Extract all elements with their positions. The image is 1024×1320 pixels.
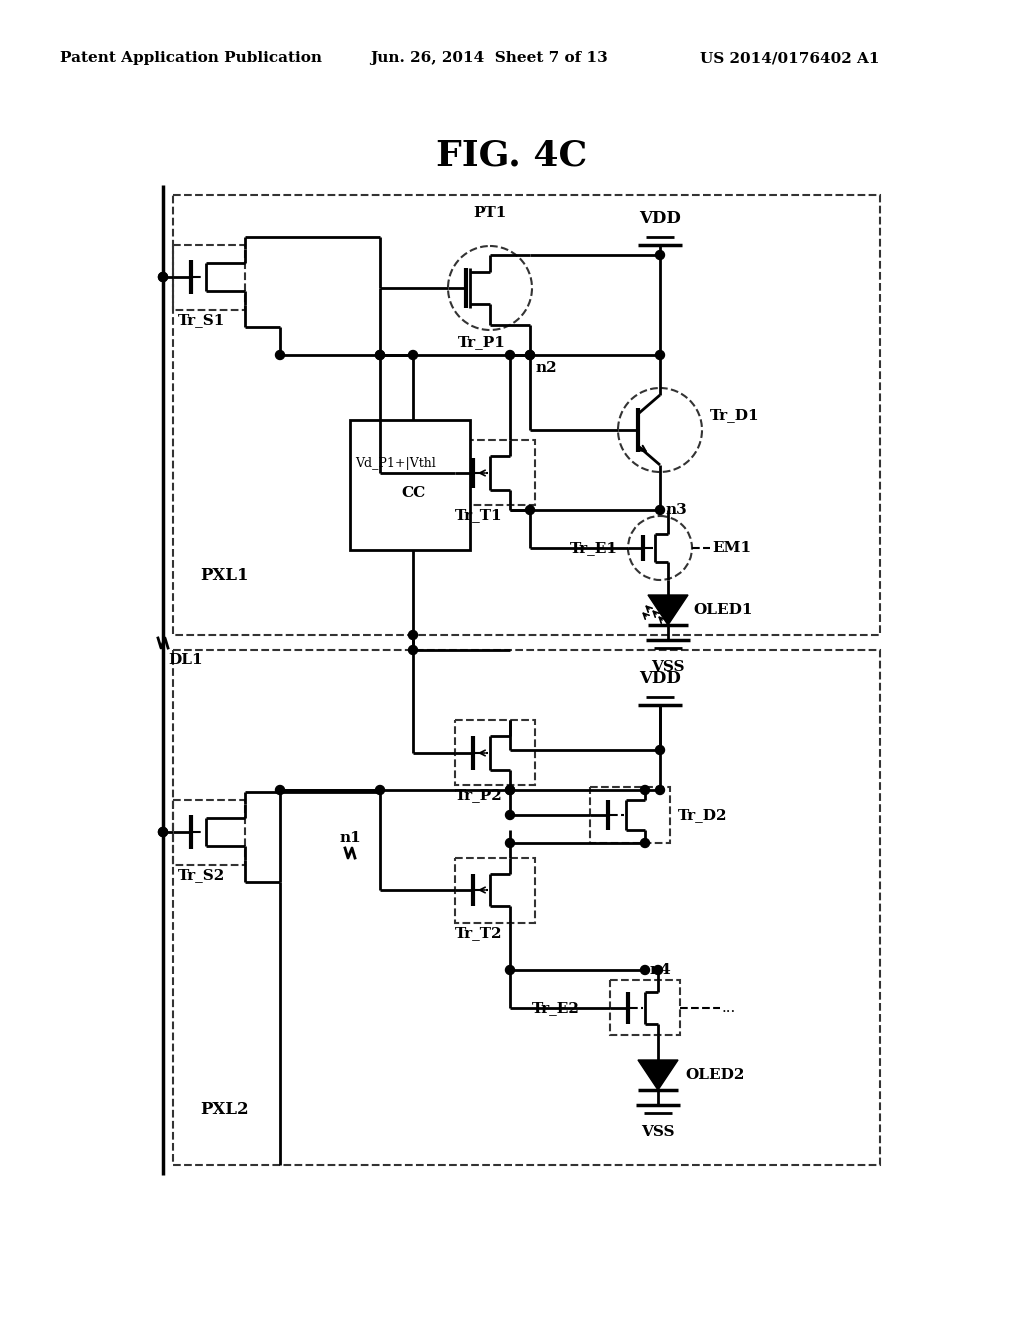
Circle shape	[409, 645, 418, 655]
Text: Tr_E1: Tr_E1	[570, 541, 618, 554]
Text: VSS: VSS	[641, 1125, 675, 1139]
Text: ...: ...	[722, 1001, 736, 1015]
Text: Tr_P2: Tr_P2	[455, 788, 503, 803]
Circle shape	[506, 810, 514, 820]
Circle shape	[275, 351, 285, 359]
Circle shape	[159, 272, 168, 281]
Text: n4: n4	[650, 964, 672, 977]
Bar	[455, 719, 535, 785]
Circle shape	[655, 251, 665, 260]
Circle shape	[506, 351, 514, 359]
Circle shape	[655, 351, 665, 359]
Circle shape	[655, 746, 665, 755]
Text: FIG. 4C: FIG. 4C	[436, 139, 588, 172]
Text: VDD: VDD	[639, 671, 681, 686]
Text: US 2014/0176402 A1: US 2014/0176402 A1	[700, 51, 880, 65]
Circle shape	[655, 785, 665, 795]
Text: Jun. 26, 2014  Sheet 7 of 13: Jun. 26, 2014 Sheet 7 of 13	[370, 51, 608, 65]
Text: EM1: EM1	[712, 541, 752, 554]
Circle shape	[275, 785, 285, 795]
Text: OLED2: OLED2	[685, 1068, 744, 1082]
Circle shape	[376, 785, 384, 795]
Circle shape	[525, 506, 535, 515]
Bar	[173, 649, 880, 1166]
Circle shape	[640, 785, 649, 795]
Text: Tr_P1: Tr_P1	[458, 335, 506, 348]
Circle shape	[376, 351, 384, 359]
Text: CC: CC	[400, 486, 425, 500]
Circle shape	[525, 351, 535, 359]
Text: Tr_D1: Tr_D1	[710, 408, 760, 422]
Text: Vd_P1+|Vthl: Vd_P1+|Vthl	[355, 457, 436, 470]
Text: DL1: DL1	[168, 653, 203, 667]
Text: Patent Application Publication: Patent Application Publication	[60, 51, 322, 65]
Text: n1: n1	[340, 832, 361, 845]
Text: Tr_E2: Tr_E2	[532, 1001, 580, 1015]
Text: PXL1: PXL1	[200, 566, 249, 583]
Text: n2: n2	[536, 360, 558, 375]
Bar	[455, 440, 535, 506]
Text: PXL2: PXL2	[200, 1101, 249, 1118]
Circle shape	[655, 506, 665, 515]
Text: PT1: PT1	[473, 206, 507, 220]
Text: Tr_D2: Tr_D2	[678, 808, 727, 822]
Text: Tr_S1: Tr_S1	[178, 313, 225, 327]
Circle shape	[640, 965, 649, 974]
Bar	[173, 195, 880, 635]
Bar	[590, 787, 670, 843]
Polygon shape	[638, 1060, 678, 1090]
Circle shape	[376, 351, 384, 359]
Circle shape	[506, 965, 514, 974]
Circle shape	[640, 838, 649, 847]
Text: Tr_T1: Tr_T1	[455, 508, 503, 521]
Text: Tr_T2: Tr_T2	[455, 927, 503, 940]
Text: Tr_S2: Tr_S2	[178, 869, 225, 882]
Polygon shape	[648, 595, 688, 624]
Circle shape	[159, 828, 168, 837]
Bar	[350, 420, 470, 550]
Text: VSS: VSS	[651, 660, 685, 675]
Circle shape	[159, 272, 168, 281]
Bar	[173, 800, 245, 865]
Text: n3: n3	[665, 503, 687, 517]
Circle shape	[506, 838, 514, 847]
Circle shape	[409, 351, 418, 359]
Text: VDD: VDD	[639, 210, 681, 227]
Circle shape	[506, 785, 514, 795]
Circle shape	[653, 965, 663, 974]
Circle shape	[159, 828, 168, 837]
Bar	[173, 246, 245, 310]
Bar	[610, 979, 680, 1035]
Circle shape	[506, 785, 514, 795]
Circle shape	[409, 631, 418, 639]
Bar	[455, 858, 535, 923]
Text: OLED1: OLED1	[693, 603, 753, 616]
Circle shape	[525, 351, 535, 359]
